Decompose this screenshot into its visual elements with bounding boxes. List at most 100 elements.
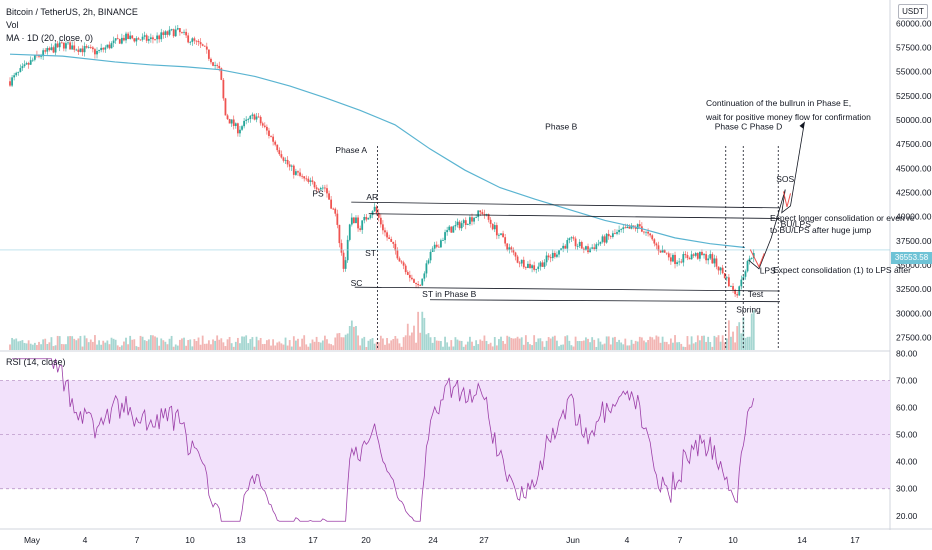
volume-bar xyxy=(475,340,478,350)
candle xyxy=(65,43,67,49)
volume-bar xyxy=(125,337,127,350)
volume-bar xyxy=(210,344,212,350)
annotation-label: SC xyxy=(351,278,363,288)
volume-bar xyxy=(649,336,652,350)
candle xyxy=(54,43,57,53)
volume-bar xyxy=(199,344,202,350)
candle xyxy=(313,182,316,188)
candle xyxy=(17,71,20,73)
volume-bar xyxy=(17,341,20,350)
volume-bar xyxy=(282,344,285,350)
time-tick-label: 7 xyxy=(678,535,683,545)
volume-bar xyxy=(551,336,554,350)
candle xyxy=(717,266,720,271)
volume-bar xyxy=(284,337,287,350)
candle xyxy=(440,240,442,248)
candle xyxy=(141,36,144,40)
candle xyxy=(408,274,411,278)
candle xyxy=(255,116,258,120)
volume-bar xyxy=(40,344,42,350)
volume-bar xyxy=(265,340,268,350)
candle xyxy=(500,233,502,235)
volume-bar xyxy=(672,342,674,350)
candle xyxy=(203,45,206,47)
candle xyxy=(288,164,291,167)
volume-bar xyxy=(556,340,558,350)
volume-bar xyxy=(684,346,687,350)
currency-badge[interactable]: USDT xyxy=(898,4,928,19)
candle xyxy=(340,243,343,253)
candle xyxy=(707,258,710,261)
time-tick-label: 27 xyxy=(479,535,489,545)
price-tick-label: 52500.00 xyxy=(896,91,932,101)
candle xyxy=(479,210,482,213)
volume-bar xyxy=(473,345,475,350)
volume-bar xyxy=(309,343,312,350)
candle xyxy=(732,286,734,290)
volume-bar xyxy=(104,342,107,350)
volume-bar xyxy=(46,343,49,350)
candle xyxy=(58,42,61,48)
candle xyxy=(48,47,51,51)
candle xyxy=(81,48,84,53)
volume-bar xyxy=(415,342,417,350)
candle xyxy=(663,249,666,253)
volume-bar xyxy=(268,339,270,350)
candle xyxy=(106,44,109,48)
candle xyxy=(334,208,337,214)
candle xyxy=(31,59,34,61)
volume-bar xyxy=(174,344,177,350)
volume-bar xyxy=(703,335,705,350)
volume-bar xyxy=(630,339,633,350)
volume-bar xyxy=(270,345,272,350)
candle xyxy=(185,31,187,36)
price-tick-label: 42500.00 xyxy=(896,187,932,197)
candle xyxy=(597,243,600,245)
volume-bar xyxy=(85,338,88,350)
candle xyxy=(73,45,76,50)
candle xyxy=(477,210,480,218)
volume-bar xyxy=(110,337,113,350)
candle xyxy=(653,239,656,244)
candle xyxy=(87,47,90,48)
volume-bar xyxy=(723,342,726,350)
candle xyxy=(593,247,596,250)
lps-red-arrow xyxy=(749,249,765,269)
volume-bar xyxy=(493,336,496,350)
candle xyxy=(388,237,391,240)
volume-bar xyxy=(514,338,517,350)
volume-bar xyxy=(143,340,146,350)
volume-bar xyxy=(365,346,368,350)
volume-bar xyxy=(236,337,239,350)
volume-bar xyxy=(185,345,187,350)
candle xyxy=(96,51,98,55)
candle xyxy=(102,47,105,50)
time-tick-label: 4 xyxy=(625,535,630,545)
volume-bar xyxy=(524,335,527,350)
candle xyxy=(361,220,364,230)
candle xyxy=(518,262,521,264)
volume-bar xyxy=(187,340,190,350)
volume-bar xyxy=(239,343,241,350)
volume-bar xyxy=(682,346,685,350)
candle xyxy=(643,231,645,233)
candle xyxy=(286,159,289,165)
volume-bar xyxy=(278,341,281,350)
candle xyxy=(429,251,432,261)
volume-bar xyxy=(423,317,426,350)
candle xyxy=(535,268,538,270)
candle xyxy=(607,233,610,237)
candle xyxy=(384,230,386,233)
candle xyxy=(520,259,523,264)
volume-bar xyxy=(533,335,536,350)
candle xyxy=(23,64,26,67)
volume-bar xyxy=(313,341,316,350)
volume-bar xyxy=(394,335,397,350)
candle xyxy=(261,123,264,126)
volume-bar xyxy=(123,341,125,350)
candle xyxy=(149,37,152,40)
time-tick-label: 17 xyxy=(308,535,318,545)
candle xyxy=(297,171,299,173)
volume-bar xyxy=(340,337,343,350)
